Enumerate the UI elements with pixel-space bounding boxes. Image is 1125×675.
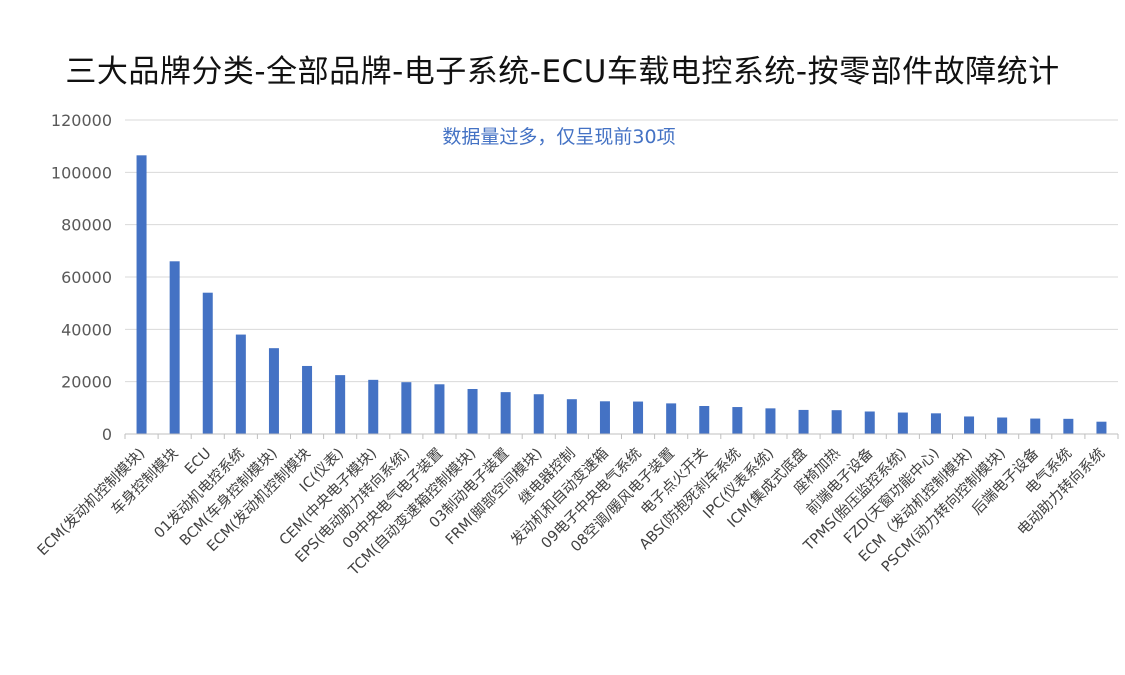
bar — [434, 384, 445, 434]
bar — [1096, 421, 1107, 434]
y-tick-label: 100000 — [51, 163, 112, 182]
bar — [335, 375, 346, 434]
bar — [235, 334, 246, 434]
chart-annotation: 数据量过多，仅呈现前30项 — [442, 126, 676, 148]
bar — [1030, 418, 1041, 434]
y-tick-label: 80000 — [61, 216, 112, 235]
bar — [533, 394, 544, 434]
bar — [202, 292, 213, 434]
x-axis: ECM(发动机控制模块)车身控制模块 ECU01发动机电控系统BCM(车身控制模块… — [34, 433, 1119, 579]
bar — [302, 365, 313, 434]
bar — [930, 413, 941, 434]
bar — [964, 416, 975, 434]
y-axis: 0 20000 40000 60000 80000 100000 120000 — [51, 111, 112, 444]
bar — [633, 401, 644, 434]
bar — [500, 392, 511, 434]
bar-series — [136, 155, 1107, 434]
chart-title: 三大品牌分类-全部品牌-电子系统-ECU车载电控系统-按零部件故障统计 — [65, 54, 1060, 90]
bar — [732, 407, 743, 434]
bar — [765, 408, 776, 434]
bar — [136, 155, 147, 434]
y-tick-label: 20000 — [61, 373, 112, 392]
bar — [599, 401, 610, 434]
y-tick-label: 0 — [102, 425, 112, 444]
y-tick-label: 40000 — [61, 320, 112, 339]
bar — [864, 411, 875, 434]
bar — [798, 409, 809, 434]
bar — [699, 406, 710, 434]
y-tick-label: 120000 — [51, 111, 112, 130]
bar — [566, 399, 577, 434]
bar — [401, 382, 412, 434]
y-tick-label: 60000 — [61, 268, 112, 287]
bar — [897, 412, 908, 434]
bar — [666, 403, 677, 434]
bar — [368, 379, 379, 434]
bar — [1063, 418, 1074, 434]
bar — [169, 261, 180, 434]
bar — [997, 417, 1008, 434]
gridlines — [125, 119, 1118, 383]
bar — [268, 348, 279, 434]
bar — [831, 410, 842, 434]
bar — [467, 388, 478, 434]
